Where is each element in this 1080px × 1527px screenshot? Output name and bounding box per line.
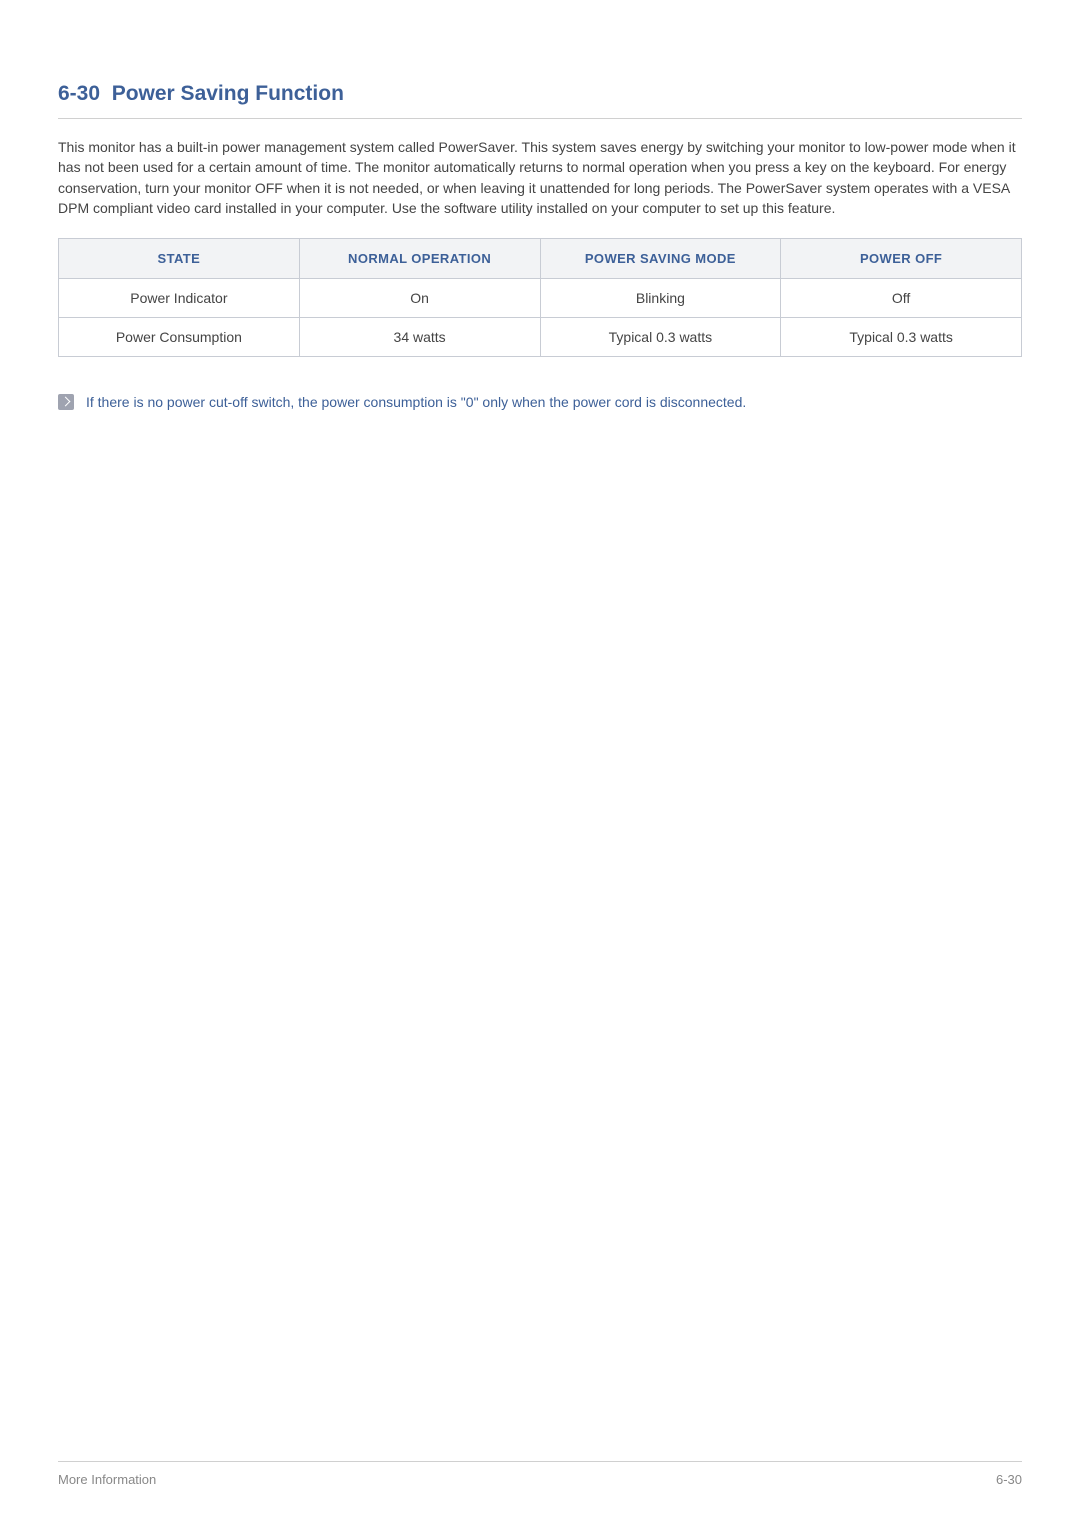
footer-left: More Information bbox=[58, 1472, 156, 1487]
section-heading: 6-30 Power Saving Function bbox=[58, 82, 1022, 119]
cell-state: Power Consumption bbox=[59, 318, 300, 357]
page-footer: More Information 6-30 bbox=[58, 1461, 1022, 1487]
footer-right: 6-30 bbox=[996, 1472, 1022, 1487]
table-header-row: STATE NORMAL OPERATION POWER SAVING MODE… bbox=[59, 239, 1022, 279]
note-block: If there is no power cut-off switch, the… bbox=[58, 393, 1022, 413]
table-row: Power Indicator On Blinking Off bbox=[59, 279, 1022, 318]
section-number: 6-30 bbox=[58, 82, 100, 105]
cell-saving: Blinking bbox=[540, 279, 781, 318]
section-title: Power Saving Function bbox=[112, 82, 344, 105]
cell-off: Typical 0.3 watts bbox=[781, 318, 1022, 357]
cell-normal: On bbox=[299, 279, 540, 318]
col-state: STATE bbox=[59, 239, 300, 279]
intro-paragraph: This monitor has a built-in power manage… bbox=[58, 137, 1022, 218]
cell-state: Power Indicator bbox=[59, 279, 300, 318]
power-state-table: STATE NORMAL OPERATION POWER SAVING MODE… bbox=[58, 238, 1022, 357]
col-power-saving-mode: POWER SAVING MODE bbox=[540, 239, 781, 279]
cell-off: Off bbox=[781, 279, 1022, 318]
note-text: If there is no power cut-off switch, the… bbox=[86, 393, 746, 413]
table-row: Power Consumption 34 watts Typical 0.3 w… bbox=[59, 318, 1022, 357]
col-normal-operation: NORMAL OPERATION bbox=[299, 239, 540, 279]
cell-saving: Typical 0.3 watts bbox=[540, 318, 781, 357]
col-power-off: POWER OFF bbox=[781, 239, 1022, 279]
cell-normal: 34 watts bbox=[299, 318, 540, 357]
note-icon bbox=[58, 394, 74, 410]
